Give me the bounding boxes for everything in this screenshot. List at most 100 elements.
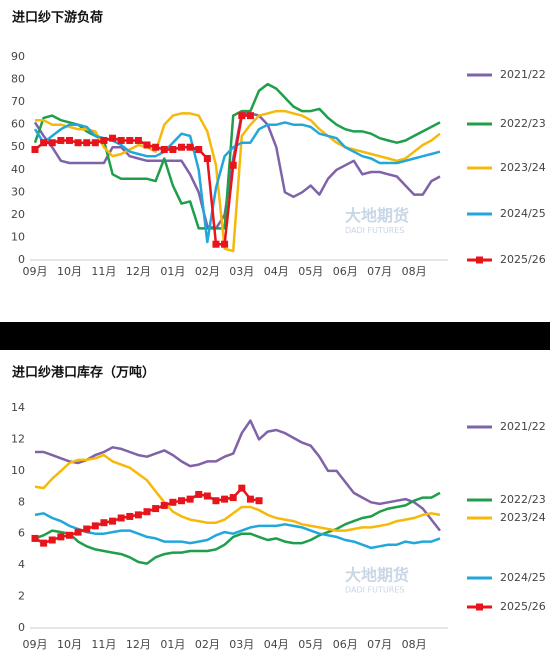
y-tick-label: 14 [11,401,25,414]
x-tick-label: 08月 [402,638,427,651]
y-tick-label: 40 [11,163,25,176]
y-tick-label: 90 [11,50,25,63]
marker [203,492,211,500]
x-tick-label: 02月 [195,265,220,278]
x-tick-label: 01月 [160,638,185,651]
series-line [35,109,441,253]
marker [117,136,125,144]
legend-swatch [476,603,483,611]
legend-label: 2025/26 [500,253,546,266]
marker [246,495,254,503]
x-tick-label: 09月 [23,265,48,278]
marker [169,498,177,506]
marker [74,139,82,147]
y-tick-label: 0 [18,253,25,266]
x-tick-label: 10月 [57,265,82,278]
y-tick-label: 10 [11,464,25,477]
x-tick-label: 05月 [298,638,323,651]
y-tick-label: 0 [18,621,25,634]
x-tick-label: 06月 [333,638,358,651]
marker [100,136,108,144]
marker [203,155,211,162]
marker [126,512,134,520]
marker [255,497,263,505]
panel [0,0,550,322]
y-tick-label: 70 [11,95,25,108]
series-line [34,453,441,532]
marker [31,145,39,153]
y-tick-label: 80 [11,73,25,86]
marker [74,528,82,536]
marker [177,497,185,505]
marker [221,240,229,248]
y-tick-label: 12 [11,432,25,445]
marker [143,141,151,149]
series-line [34,491,441,565]
x-tick-label: 03月 [229,265,254,278]
y-tick-label: 8 [18,495,25,508]
marker [152,505,160,513]
legend-label: 2025/26 [500,600,546,613]
marker [229,161,237,169]
marker [152,143,160,151]
marker [143,508,151,516]
legend-label: 2022/23 [500,493,546,506]
watermark: DADI FUTURES [345,586,404,595]
marker [83,139,91,147]
x-tick-label: 10月 [57,638,82,651]
x-tick-label: 04月 [264,638,289,651]
legend-label: 2023/24 [500,161,546,174]
chart-title: 进口纱港口库存（万吨） [12,365,155,381]
marker [48,139,56,147]
marker [212,240,220,248]
y-tick-label: 50 [11,140,25,153]
marker [126,136,134,144]
marker [40,539,48,547]
y-tick-label: 60 [11,118,25,131]
marker [83,525,91,533]
marker [134,511,142,519]
x-tick-label: 03月 [229,638,254,651]
marker [186,143,194,151]
legend-swatch [476,256,483,264]
marker [65,136,73,144]
watermark: 大地期货 [345,206,409,225]
x-tick-label: 11月 [91,265,116,278]
x-tick-label: 01月 [160,265,185,278]
legend-label: 2024/25 [500,571,546,584]
x-tick-label: 09月 [23,638,48,651]
legend-label: 2022/23 [500,117,546,130]
marker [91,139,99,147]
marker [160,145,168,153]
marker [246,112,254,120]
marker [195,490,203,498]
legend-label: 2024/25 [500,207,546,220]
x-tick-label: 08月 [402,265,427,278]
marker [195,145,203,153]
marker [238,484,246,492]
marker [100,519,108,527]
y-tick-label: 10 [11,230,25,243]
y-tick-label: 30 [11,185,25,198]
marker [31,534,39,542]
watermark: DADI FUTURES [345,226,404,235]
marker [57,136,65,144]
y-tick-label: 2 [18,590,25,603]
x-tick-label: 12月 [126,638,151,651]
legend-label: 2023/24 [500,511,546,524]
x-tick-label: 05月 [298,265,323,278]
marker [91,522,99,530]
marker [117,514,125,522]
marker [109,134,117,142]
marker [65,531,73,539]
marker [57,533,65,541]
x-tick-label: 12月 [126,265,151,278]
marker [238,112,246,120]
x-tick-label: 07月 [367,638,392,651]
x-tick-label: 07月 [367,265,392,278]
y-tick-label: 4 [18,558,25,571]
series-line [34,512,441,550]
legend-label: 2021/22 [500,420,546,433]
